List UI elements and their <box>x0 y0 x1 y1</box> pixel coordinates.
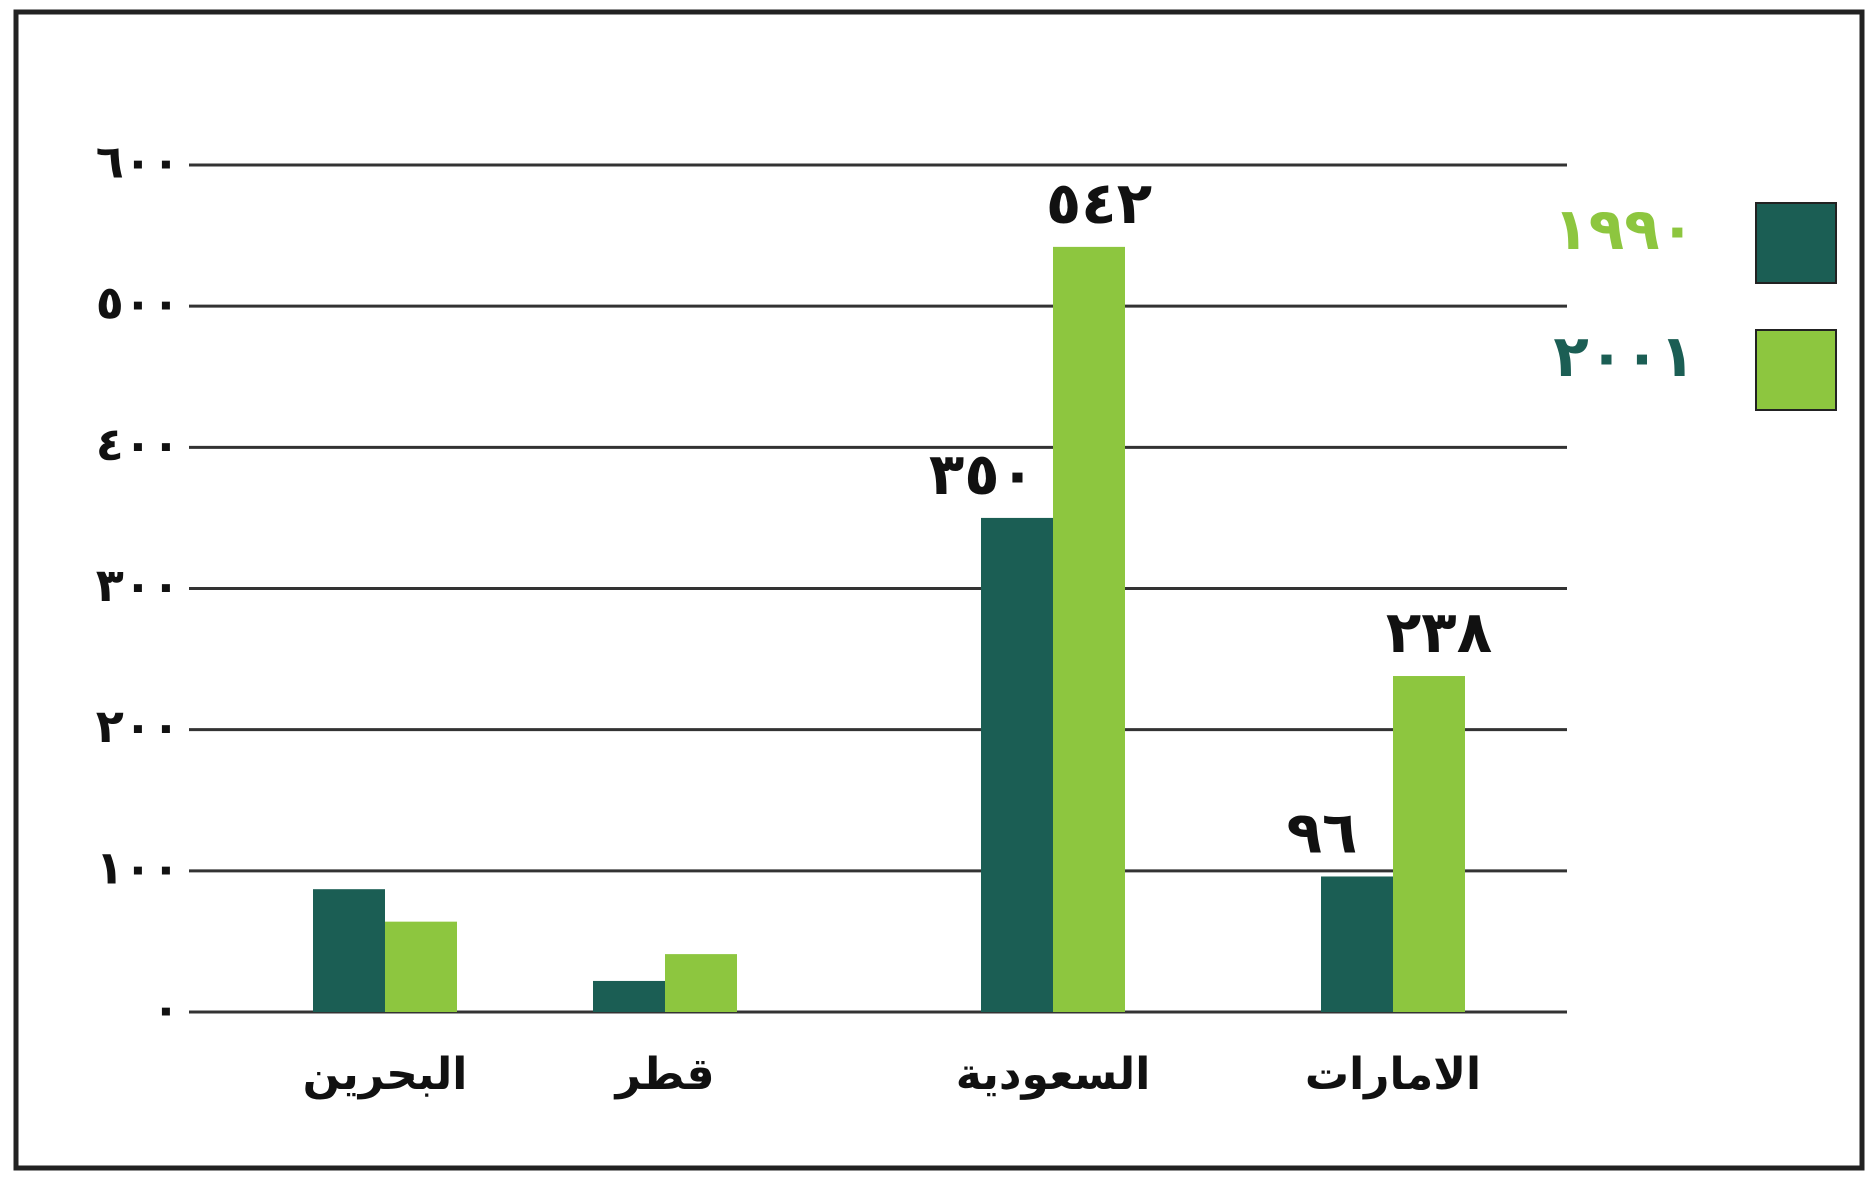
bar <box>385 921 457 1012</box>
legend-swatch <box>1755 202 1837 284</box>
bar <box>1321 876 1393 1012</box>
bar <box>1393 676 1465 1012</box>
legend-label: ١٩٩٠ <box>1553 195 1695 263</box>
y-tick-label: ٣٠٠ <box>96 558 180 612</box>
y-tick-label: ٢٠٠ <box>96 699 180 753</box>
y-tick-label: ٥٠٠ <box>96 276 180 330</box>
bar <box>313 889 385 1012</box>
x-tick-label: الامارات <box>1305 1049 1481 1100</box>
data-label: ٥٤٢ <box>1046 169 1152 237</box>
data-label: ٩٦ <box>1287 799 1358 867</box>
legend-label: ٢٠٠١ <box>1553 322 1695 390</box>
y-tick-label: ٤٠٠ <box>96 417 180 471</box>
y-tick-label: ٦٠٠ <box>96 135 180 189</box>
data-label: ٣٥٠ <box>929 440 1035 508</box>
legend-swatch <box>1755 329 1837 411</box>
x-tick-label: السعودية <box>956 1049 1151 1100</box>
bar <box>593 980 665 1012</box>
data-label: ٢٣٨ <box>1386 598 1492 666</box>
bar <box>665 954 737 1012</box>
frame <box>13 9 1865 1171</box>
x-tick-label: قطر <box>613 1049 714 1100</box>
x-tick-label: البحرين <box>303 1049 468 1100</box>
y-tick-label: ١٠٠ <box>96 840 180 894</box>
bar <box>981 517 1053 1012</box>
bar <box>1053 246 1125 1013</box>
y-tick-label: ٠ <box>152 982 180 1036</box>
